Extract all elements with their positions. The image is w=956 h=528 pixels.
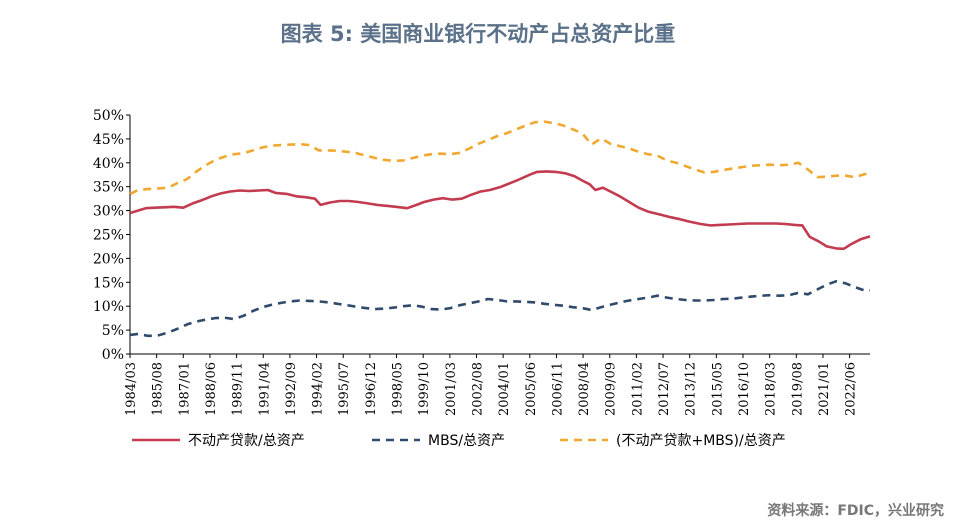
x-tick-label: 1989/11 xyxy=(231,362,246,416)
x-tick-label: 1995/07 xyxy=(337,362,352,416)
series-line-1 xyxy=(129,170,871,251)
x-tick-label: 1999/10 xyxy=(417,362,432,416)
x-tick-label: 2011/02 xyxy=(630,362,645,416)
x-tick-label: 1996/12 xyxy=(364,362,379,416)
y-tick-label: 50% xyxy=(93,108,124,124)
source-note: 资料来源：FDIC，兴业研究 xyxy=(767,503,944,519)
x-tick-label: 2004/01 xyxy=(497,362,512,416)
x-tick-label: 2018/03 xyxy=(764,362,779,416)
y-tick-label: 45% xyxy=(93,132,124,148)
legend-label-3: (不动产贷款+MBS)/总资产 xyxy=(616,433,786,449)
x-tick-label: 1987/01 xyxy=(177,362,192,416)
y-tick-label: 5% xyxy=(102,323,124,339)
x-tick-label: 2019/08 xyxy=(790,362,805,416)
x-tick-label: 2021/01 xyxy=(817,362,832,416)
y-tick-label: 15% xyxy=(93,275,124,291)
legend-label-1: 不动产贷款/总资产 xyxy=(188,433,305,449)
legend-label-2: MBS/总资产 xyxy=(428,433,505,449)
x-tick-label: 2005/06 xyxy=(524,362,539,416)
chart-series-layer xyxy=(129,120,871,338)
x-tick-label: 1992/09 xyxy=(284,362,299,416)
x-tick-label: 2009/09 xyxy=(604,362,619,416)
x-tick-label: 2013/12 xyxy=(684,362,699,416)
x-tick-label: 2015/05 xyxy=(710,362,725,416)
x-tick-label: 1988/06 xyxy=(204,362,219,416)
x-tick-label: 2008/04 xyxy=(577,362,592,416)
x-tick-label: 2012/07 xyxy=(657,362,672,416)
x-tick-label: 2016/10 xyxy=(737,362,752,416)
x-tick-label: 1984/03 xyxy=(124,362,139,416)
x-tick-label: 1991/04 xyxy=(257,362,272,416)
chart-legend: 不动产贷款/总资产 MBS/总资产 (不动产贷款+MBS)/总资产 xyxy=(132,433,786,449)
x-tick-label: 2001/03 xyxy=(444,362,459,416)
y-tick-label: 10% xyxy=(93,299,124,315)
x-tick-label: 2002/08 xyxy=(470,362,485,416)
x-tick-label: 2022/06 xyxy=(844,362,859,416)
series-line-3 xyxy=(129,120,871,196)
chart-axes: 0% 5% 10% 15% 20% 25% 30% 35% 40% 45% 50% 1984/03 19… xyxy=(93,108,870,416)
y-tick-label: 25% xyxy=(93,228,124,244)
chart-title: 图表 5: 美国商业银行不动产占总资产比重 xyxy=(280,22,676,46)
y-tick-label: 40% xyxy=(93,156,124,172)
series-line-2 xyxy=(129,280,870,338)
x-tick-label: 1994/02 xyxy=(311,362,326,416)
y-tick-label: 30% xyxy=(93,204,124,220)
x-tick-label: 1998/05 xyxy=(391,362,406,416)
y-tick-label: 20% xyxy=(93,251,124,267)
y-tick-label: 35% xyxy=(93,180,124,196)
y-tick-label: 0% xyxy=(102,347,124,363)
x-tick-label: 1985/08 xyxy=(151,362,166,416)
x-tick-label: 2006/11 xyxy=(550,362,565,416)
